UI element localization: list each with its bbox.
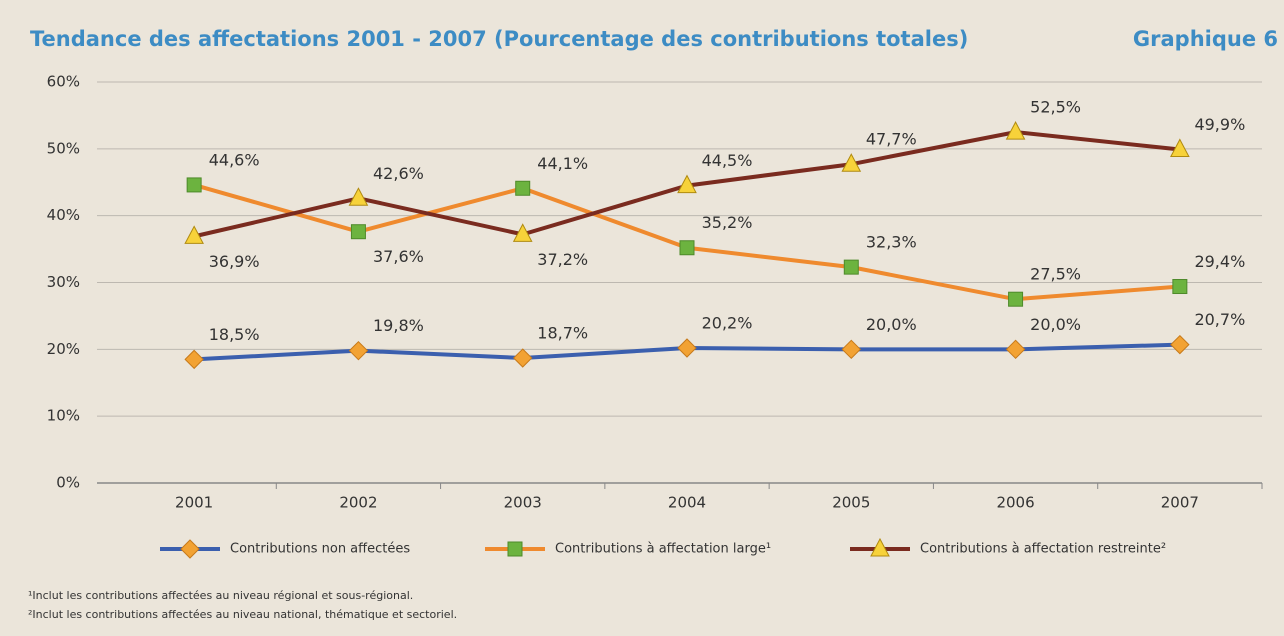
chart-subtitle: Graphique 6 xyxy=(1133,27,1278,51)
footnote: ²Inclut les contributions affectées au n… xyxy=(28,608,457,621)
y-tick-label: 20% xyxy=(47,340,80,358)
marker xyxy=(677,174,697,194)
marker xyxy=(677,338,697,358)
marker xyxy=(1005,121,1026,140)
data-label: 20,0% xyxy=(866,315,917,334)
y-tick-label: 0% xyxy=(56,474,80,492)
data-label: 29,4% xyxy=(1194,252,1245,271)
marker xyxy=(1005,339,1026,360)
marker xyxy=(1170,138,1190,158)
marker xyxy=(180,539,200,559)
data-label: 47,7% xyxy=(866,130,917,149)
x-tick-label: 2005 xyxy=(832,494,870,512)
legend-label: Contributions non affectées xyxy=(230,542,410,557)
data-label: 37,6% xyxy=(373,247,424,266)
data-label: 27,5% xyxy=(1030,265,1081,284)
marker xyxy=(679,240,695,256)
data-label: 18,7% xyxy=(537,324,588,343)
x-tick-label: 2007 xyxy=(1161,494,1199,512)
marker xyxy=(184,225,204,244)
marker xyxy=(515,180,531,196)
y-tick-label: 60% xyxy=(47,73,80,91)
marker xyxy=(841,153,862,172)
marker xyxy=(843,259,859,275)
y-tick-label: 50% xyxy=(47,139,80,157)
marker xyxy=(841,339,861,360)
data-label: 18,5% xyxy=(209,325,260,344)
marker xyxy=(870,537,890,557)
footnote: ¹Inclut les contributions affectées au n… xyxy=(28,589,413,602)
x-tick-label: 2006 xyxy=(996,494,1034,512)
y-tick-label: 40% xyxy=(47,206,80,224)
data-label: 37,2% xyxy=(537,250,588,269)
x-tick-label: 2002 xyxy=(339,494,377,512)
marker xyxy=(1170,334,1190,355)
data-label: 35,2% xyxy=(702,213,753,232)
data-label: 20,0% xyxy=(1030,315,1081,334)
x-tick-label: 2003 xyxy=(504,494,542,512)
x-tick-label: 2001 xyxy=(175,494,213,512)
data-label: 42,6% xyxy=(373,164,424,183)
data-label: 49,9% xyxy=(1194,115,1245,134)
data-label: 19,8% xyxy=(373,316,424,335)
data-label: 32,3% xyxy=(866,233,917,252)
data-label: 36,9% xyxy=(209,252,260,271)
data-label: 20,2% xyxy=(702,313,753,332)
data-label: 44,6% xyxy=(209,150,260,169)
y-tick-label: 30% xyxy=(47,273,80,291)
marker xyxy=(348,340,369,361)
x-tick-label: 2004 xyxy=(668,494,706,512)
data-label: 44,1% xyxy=(537,154,588,173)
marker xyxy=(1172,279,1188,295)
legend-label: Contributions à affectation large¹ xyxy=(555,542,771,557)
y-tick-label: 10% xyxy=(47,407,80,425)
chart-title: Tendance des affectations 2001 - 2007 (P… xyxy=(30,27,968,51)
marker xyxy=(186,177,202,193)
marker xyxy=(348,187,369,206)
marker xyxy=(512,223,533,242)
marker xyxy=(1008,291,1024,307)
data-label: 44,5% xyxy=(702,151,753,170)
data-label: 52,5% xyxy=(1030,98,1081,117)
legend-label: Contributions à affectation restreinte² xyxy=(920,542,1166,557)
marker xyxy=(350,224,366,240)
marker xyxy=(507,541,523,557)
data-label: 20,7% xyxy=(1194,310,1245,329)
marker xyxy=(184,349,204,370)
marker xyxy=(513,348,533,368)
